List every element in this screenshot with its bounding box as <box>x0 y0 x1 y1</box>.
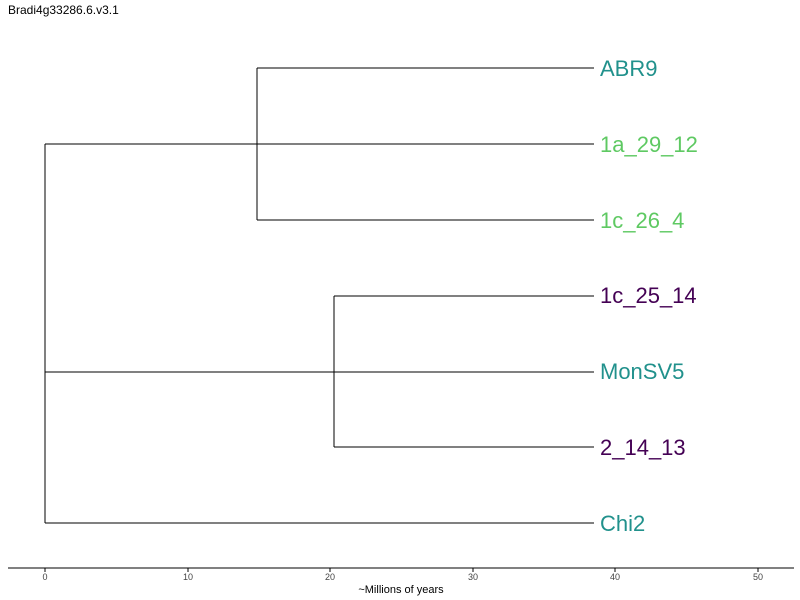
tip-label-1c-25-14: 1c_25_14 <box>600 283 697 308</box>
x-tick-label-10: 10 <box>183 572 193 582</box>
tip-label-chi2: Chi2 <box>600 511 645 536</box>
tip-label-1a-29-12: 1a_29_12 <box>600 132 698 157</box>
x-axis: 0 10 20 30 40 50 ~Millions of years <box>8 567 794 596</box>
x-tick-label-40: 40 <box>610 572 620 582</box>
x-tick-label-0: 0 <box>42 572 47 582</box>
x-axis-title: ~Millions of years <box>358 584 444 596</box>
x-tick-label-30: 30 <box>468 572 478 582</box>
tip-labels: ABR9 1a_29_12 1c_26_4 1c_25_14 MonSV5 2_… <box>600 56 698 536</box>
tip-label-abr9: ABR9 <box>600 56 657 81</box>
page-title: Bradi4g33286.6.v3.1 <box>8 3 119 17</box>
branches <box>44 67 594 524</box>
x-tick-label-20: 20 <box>325 572 335 582</box>
tip-label-monsv5: MonSV5 <box>600 359 684 384</box>
x-tick-label-50: 50 <box>753 572 763 582</box>
tip-label-1c-26-4: 1c_26_4 <box>600 208 684 233</box>
tip-label-2-14-13: 2_14_13 <box>600 435 686 460</box>
